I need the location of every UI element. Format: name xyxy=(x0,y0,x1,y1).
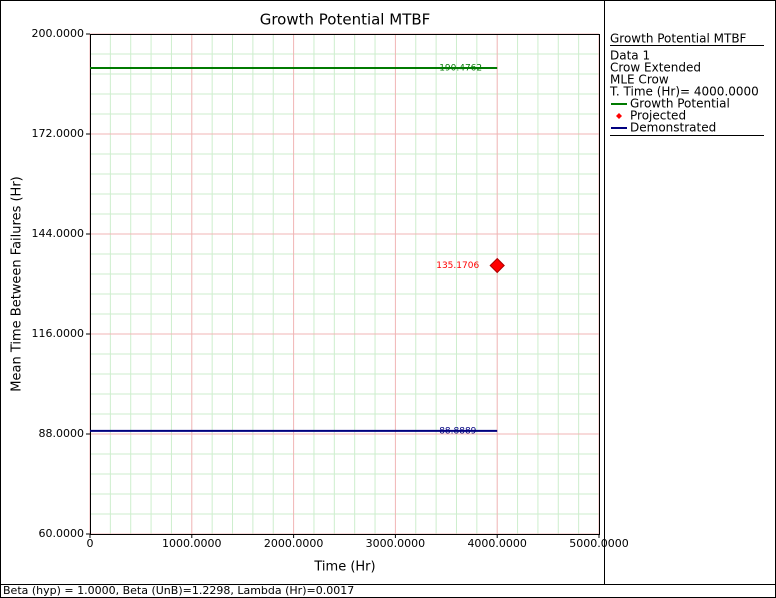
chart-title: Growth Potential MTBF xyxy=(260,11,431,29)
x-axis-label: Time (Hr) xyxy=(313,560,375,575)
data-label: 135.1706 xyxy=(436,261,479,271)
legend-info: Data 1 xyxy=(610,49,650,63)
y-tick-label: 144.0000 xyxy=(32,227,85,240)
legend-label: Demonstrated xyxy=(630,121,716,135)
x-tick-label: 3000.0000 xyxy=(366,537,426,550)
y-tick-label: 88.0000 xyxy=(39,427,85,440)
y-tick-label: 200.0000 xyxy=(32,27,85,40)
footer: Beta (hyp) = 1.0000, Beta (UnB)=1.2298, … xyxy=(3,584,354,597)
legend-swatch xyxy=(616,113,622,119)
legend-label: Growth Potential xyxy=(630,97,730,111)
x-tick-label: 0 xyxy=(87,537,94,550)
y-axis-label: Mean Time Between Failures (Hr) xyxy=(10,176,25,391)
data-label: 190.4762 xyxy=(439,64,482,74)
legend-label: Projected xyxy=(630,109,686,123)
legend-title: Growth Potential MTBF xyxy=(610,32,747,46)
legend-info: T. Time (Hr)= 4000.0000 xyxy=(609,85,759,99)
x-tick-label: 4000.0000 xyxy=(467,537,527,550)
y-tick-label: 172.0000 xyxy=(32,127,85,140)
legend-info: MLE Crow xyxy=(610,73,669,87)
data-label: 88.8889 xyxy=(439,426,476,436)
x-tick-label: 2000.0000 xyxy=(264,537,324,550)
plot-area xyxy=(90,34,600,535)
y-tick-label: 60.0000 xyxy=(39,527,85,540)
legend-info: Crow Extended xyxy=(610,61,701,75)
x-tick-label: 5000.0000 xyxy=(569,537,629,550)
y-tick-label: 116.0000 xyxy=(32,327,85,340)
data-point xyxy=(489,257,505,274)
x-tick-label: 1000.0000 xyxy=(162,537,222,550)
